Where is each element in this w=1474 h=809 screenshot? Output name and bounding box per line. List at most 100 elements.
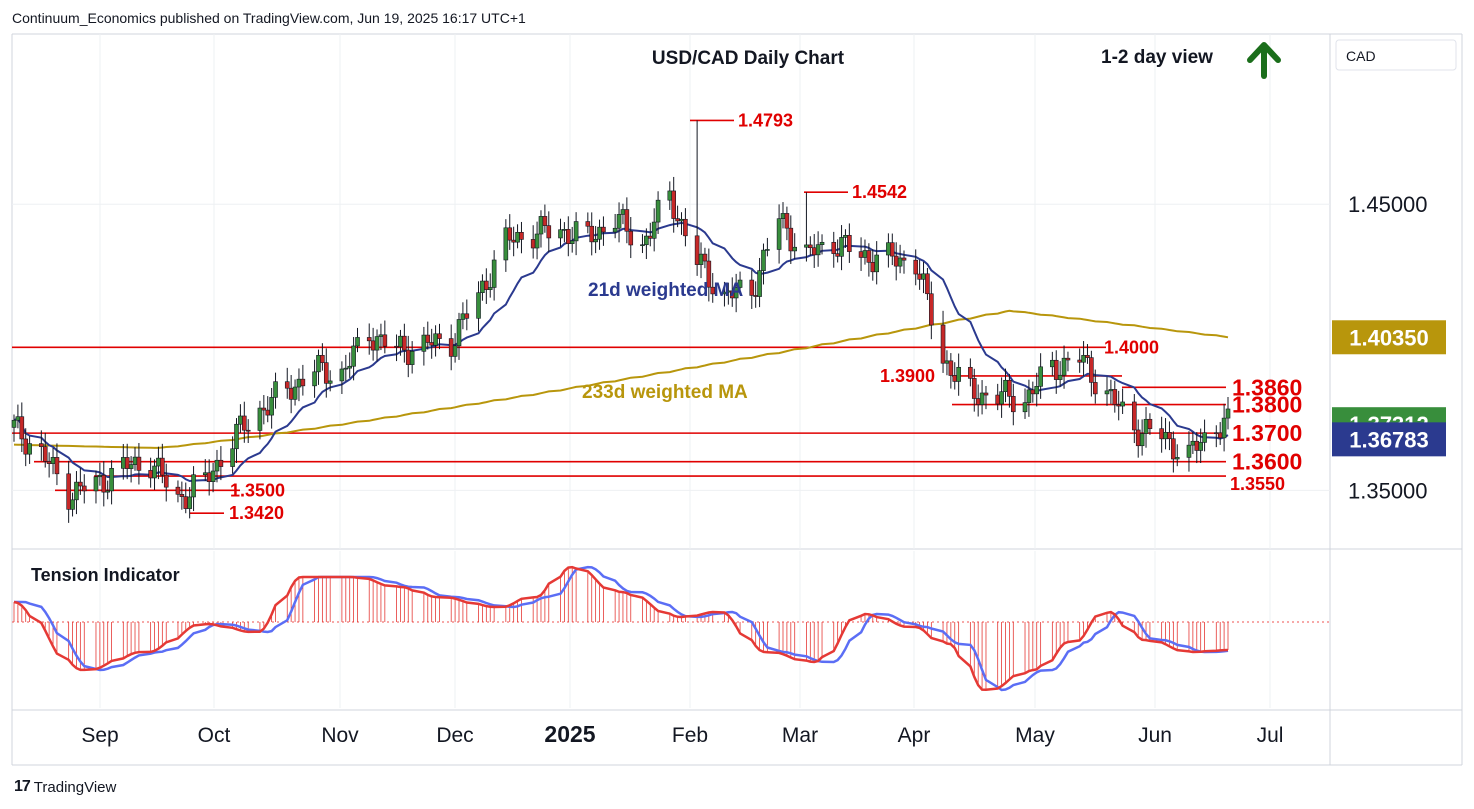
time-axis[interactable]: Sep Oct Nov Dec 2025 Feb Mar Apr May Jun Jul	[81, 721, 1283, 747]
candle-body	[1163, 432, 1168, 440]
candle-body	[1194, 440, 1200, 451]
candle-body	[940, 324, 946, 364]
candle-body	[476, 292, 481, 319]
level-label: 1.3600	[1232, 449, 1302, 475]
level-label: 1.3420	[229, 503, 284, 523]
candle-body	[647, 235, 653, 239]
candle-body	[460, 313, 466, 320]
level-label: 1.3900	[880, 366, 935, 386]
candle-body	[163, 474, 169, 488]
y-tick-label: 1.35000	[1348, 478, 1428, 503]
candle-body	[753, 295, 758, 297]
gridlines	[12, 34, 1330, 708]
candle-body	[889, 242, 895, 257]
candle-body	[74, 481, 79, 501]
candle-body	[234, 423, 239, 450]
candle-body	[120, 457, 126, 469]
candle-body	[917, 273, 922, 280]
footer: 17 TradingView	[14, 778, 116, 796]
candle-body	[1167, 432, 1172, 440]
candle-body	[320, 355, 325, 363]
candle-body	[1174, 457, 1180, 460]
x-tick-label: Oct	[198, 724, 231, 747]
candle-body	[792, 246, 798, 252]
candle-body	[722, 291, 727, 295]
candle-body	[979, 392, 985, 405]
candle-body	[874, 254, 879, 273]
tension-indicator-panel	[12, 565, 1330, 692]
ma233-path	[13, 309, 1229, 449]
candle-body	[511, 239, 516, 243]
candle-body	[343, 367, 349, 370]
x-tick-label: Jun	[1138, 724, 1172, 747]
view-label: 1-2 day view	[1101, 47, 1213, 68]
price-tag	[1332, 422, 1446, 457]
candle-body	[921, 273, 926, 280]
candle-body	[366, 337, 372, 342]
candle-body	[405, 349, 411, 365]
candle-body	[651, 221, 657, 239]
candle-body	[562, 229, 567, 231]
y-tick-label: 1.45000	[1348, 192, 1428, 217]
candle-body	[152, 465, 157, 479]
candle-body	[757, 270, 762, 297]
candle-body	[1159, 428, 1164, 440]
candle-body	[858, 251, 864, 258]
candle-body	[93, 476, 99, 492]
candle-body	[893, 255, 899, 267]
x-tick-label: Nov	[321, 724, 359, 747]
candle-body	[702, 253, 708, 262]
candle-body	[382, 334, 388, 347]
candle-body	[175, 486, 181, 495]
candle-body	[50, 457, 56, 464]
candle-body	[19, 416, 25, 440]
candle-body	[27, 443, 32, 455]
candle-body	[11, 419, 17, 428]
candle-body	[269, 397, 274, 416]
candle-body	[70, 499, 75, 510]
candle-body	[811, 247, 817, 256]
candle-body	[1147, 418, 1153, 429]
candle-body	[273, 381, 278, 398]
candle-body	[398, 335, 403, 348]
candle-body	[374, 336, 380, 351]
candle-body	[124, 457, 130, 469]
candle-body	[886, 242, 891, 256]
ma233-line	[13, 309, 1229, 449]
candle-body	[179, 494, 185, 497]
tension-line	[13, 565, 1229, 692]
candle-body	[948, 360, 954, 376]
candle-body	[780, 213, 786, 219]
candle-body	[206, 472, 212, 482]
x-tick-label: Sep	[81, 724, 118, 747]
candle-body	[679, 218, 684, 222]
chart-frame	[11, 33, 1463, 766]
candle-body	[616, 214, 622, 229]
candle-body	[847, 235, 852, 252]
candle-body	[534, 233, 540, 249]
candle-body	[191, 474, 196, 498]
candle-body	[238, 415, 243, 425]
level-label: 1.4793	[738, 110, 793, 130]
candle-body	[765, 249, 770, 251]
candle-body	[683, 218, 688, 237]
candle-body	[218, 459, 224, 467]
candle-body	[971, 378, 977, 399]
candle-body	[484, 280, 489, 290]
indicator-title: Tension Indicator	[31, 565, 180, 585]
x-tick-label: Mar	[782, 724, 818, 747]
candle-body	[515, 232, 520, 243]
candle-body	[66, 473, 71, 510]
candle-body	[1225, 408, 1231, 419]
candle-body	[23, 438, 29, 455]
candle-body	[323, 362, 329, 384]
ma21-line	[13, 221, 1229, 483]
footer-brand[interactable]: TradingView	[33, 778, 117, 796]
candle-body	[148, 470, 153, 479]
currency-selector[interactable]: CAD	[1335, 39, 1457, 71]
candle-body	[761, 249, 766, 271]
candle-body	[1050, 359, 1055, 368]
